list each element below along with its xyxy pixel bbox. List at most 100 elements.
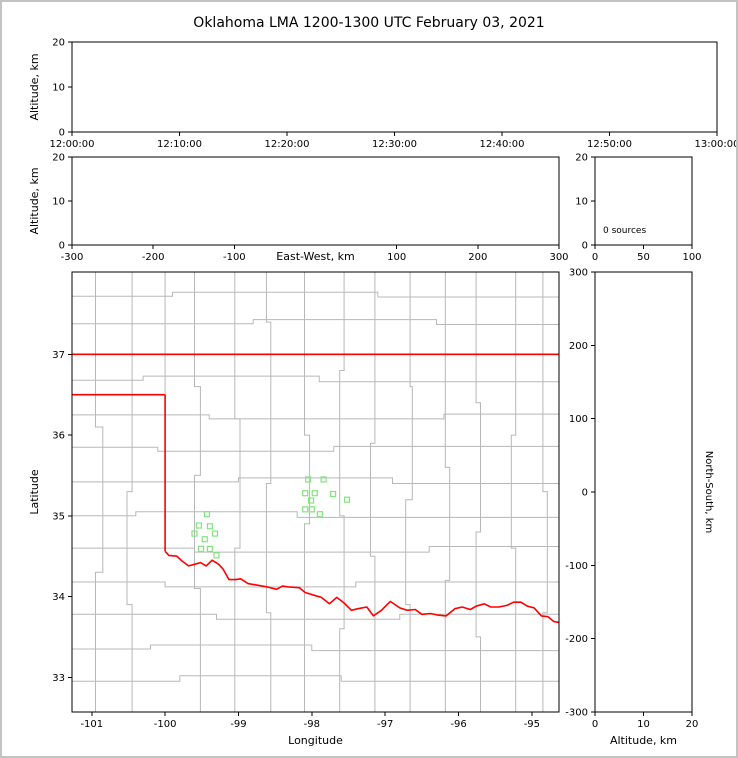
map-layers bbox=[72, 272, 559, 712]
x-tick-label: -100 bbox=[223, 252, 246, 263]
y-tick-label: -200 bbox=[565, 634, 588, 645]
station-marker bbox=[201, 536, 208, 543]
y-axis-label: Altitude, km bbox=[28, 53, 41, 120]
x-tick-label: 100 bbox=[387, 252, 406, 263]
x-axis-ticks: 0 10 20 bbox=[592, 712, 699, 730]
x-tick-label: 12:00:00 bbox=[50, 139, 95, 150]
y-axis-ticks: 0 10 20 bbox=[52, 153, 72, 252]
state-border-line bbox=[72, 353, 559, 624]
x-axis-ticks: 12:00:00 12:10:00 12:20:00 12:30:00 12:40:00… bbox=[50, 132, 738, 150]
sources-count-annotation: 0 sources bbox=[603, 226, 646, 236]
x-axis-ticks: 0 50 100 bbox=[592, 245, 702, 263]
station-marker bbox=[316, 511, 324, 518]
y-axis-ticks: 0 10 20 bbox=[52, 38, 72, 139]
station-markers bbox=[191, 476, 351, 559]
y-tick-label: 100 bbox=[569, 414, 588, 425]
x-tick-label: -100 bbox=[154, 719, 177, 730]
station-marker bbox=[343, 496, 351, 503]
y-tick-label: 0 bbox=[582, 241, 588, 252]
x-tick-label: 13:00:00 bbox=[695, 139, 738, 150]
x-tick-label: -200 bbox=[142, 252, 165, 263]
x-tick-label: 10 bbox=[637, 719, 650, 730]
x-tick-label: -300 bbox=[61, 252, 84, 263]
time-height-frame bbox=[71, 41, 718, 133]
y-tick-label: 0 bbox=[582, 488, 588, 499]
y-tick-label: 34 bbox=[52, 592, 65, 603]
x-tick-label: 12:40:00 bbox=[480, 139, 525, 150]
x-tick-label: -97 bbox=[377, 719, 393, 730]
station-marker bbox=[330, 490, 337, 498]
station-marker bbox=[213, 552, 220, 559]
x-tick-label: 0 bbox=[592, 719, 598, 730]
y-tick-label: 20 bbox=[575, 153, 588, 164]
station-marker bbox=[311, 490, 318, 497]
x-tick-label: -98 bbox=[304, 719, 320, 730]
station-marker bbox=[206, 523, 213, 530]
figure-title: Oklahoma LMA 1200-1300 UTC February 03, … bbox=[193, 15, 545, 31]
station-marker bbox=[307, 497, 315, 504]
x-tick-label: 12:20:00 bbox=[265, 139, 310, 150]
x-tick-label: 50 bbox=[637, 252, 650, 263]
ew-height-panel: -300 -200 -100 100 200 300 0 10 20 East-West, km A… bbox=[28, 153, 569, 264]
station-marker bbox=[211, 530, 219, 537]
y-tick-label: 0 bbox=[59, 241, 65, 252]
x-tick-label: 12:50:00 bbox=[587, 139, 632, 150]
y-axis-ticks: 0 10 20 bbox=[575, 153, 595, 252]
x-tick-label: 20 bbox=[686, 719, 699, 730]
x-axis-ticks: -300 -200 -100 100 200 300 bbox=[61, 245, 569, 263]
y-tick-label: 20 bbox=[52, 153, 65, 164]
y-tick-label: 35 bbox=[52, 511, 65, 522]
x-tick-label: -101 bbox=[80, 719, 103, 730]
x-axis-label: East-West, km bbox=[276, 250, 354, 263]
y-tick-label: 0 bbox=[59, 128, 65, 139]
y-tick-label: 33 bbox=[52, 673, 65, 684]
ns-height-frame bbox=[594, 271, 693, 713]
y-tick-label: 10 bbox=[52, 83, 65, 94]
station-marker bbox=[206, 545, 213, 553]
y-tick-label: -100 bbox=[565, 561, 588, 572]
y-tick-label: 20 bbox=[52, 38, 65, 49]
y-tick-label: 37 bbox=[52, 350, 65, 361]
ew-height-frame bbox=[71, 156, 560, 246]
y-tick-label: 10 bbox=[52, 197, 65, 208]
station-marker bbox=[203, 511, 211, 518]
x-axis-ticks: -101 -100 -99 -98 -97 -96 -95 bbox=[80, 712, 540, 730]
x-tick-label: -99 bbox=[230, 719, 246, 730]
x-tick-label: 300 bbox=[549, 252, 568, 263]
map-frame bbox=[71, 271, 560, 713]
station-marker bbox=[308, 506, 315, 513]
station-marker bbox=[320, 476, 327, 483]
y-tick-label: 10 bbox=[575, 197, 588, 208]
x-tick-label: -95 bbox=[524, 719, 540, 730]
station-marker bbox=[302, 506, 309, 513]
x-tick-label: 100 bbox=[682, 252, 701, 263]
x-tick-label: -96 bbox=[450, 719, 466, 730]
time-height-panel: 12:00:00 12:10:00 12:20:00 12:30:00 12:40:00… bbox=[28, 38, 738, 151]
y-axis-ticks: -300 -200 -100 0 100 200 300 bbox=[565, 268, 595, 719]
y-axis-label: Altitude, km bbox=[28, 167, 41, 234]
x-tick-label: 200 bbox=[468, 252, 487, 263]
y-tick-label: 36 bbox=[52, 431, 65, 442]
y-axis-ticks: 33 34 35 36 37 bbox=[52, 350, 72, 684]
alt-hist-panel: 0 50 100 0 10 20 0 sources bbox=[575, 153, 701, 264]
county-lines bbox=[72, 272, 559, 712]
y-axis-label-right: North-South, km bbox=[703, 451, 714, 534]
station-marker bbox=[305, 476, 312, 483]
y-tick-label: 300 bbox=[569, 268, 588, 279]
station-marker bbox=[195, 522, 202, 529]
x-tick-label: 12:30:00 bbox=[372, 139, 417, 150]
x-tick-label: 0 bbox=[592, 252, 598, 263]
x-axis-label: Longitude bbox=[288, 734, 343, 747]
x-tick-label: 12:10:00 bbox=[157, 139, 202, 150]
station-marker bbox=[302, 490, 309, 497]
station-marker bbox=[197, 545, 205, 553]
ns-height-panel: 0 10 20 -300 -200 -100 0 100 200 300 Altitude, km N… bbox=[565, 268, 714, 748]
map-panel: -101 -100 -99 -98 -97 -96 -95 33 34 35 36 37 Longitu… bbox=[28, 271, 560, 747]
y-axis-label: Latitude bbox=[28, 469, 41, 515]
y-tick-label: 200 bbox=[569, 341, 588, 352]
station-marker bbox=[191, 530, 198, 537]
x-axis-label: Altitude, km bbox=[610, 734, 677, 747]
y-tick-label: -300 bbox=[565, 708, 588, 719]
